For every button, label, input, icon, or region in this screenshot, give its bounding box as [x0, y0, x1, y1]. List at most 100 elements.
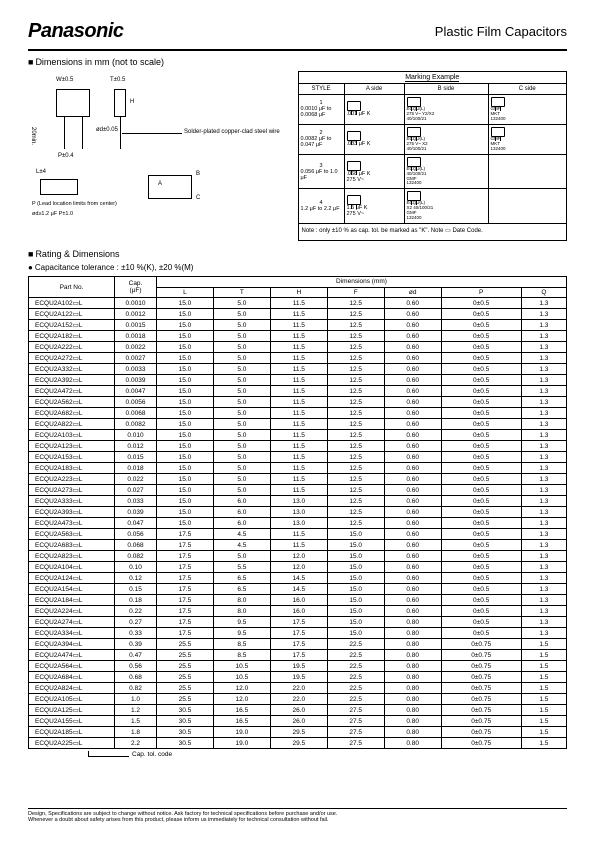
cell: ECQU2A225▭L [29, 738, 115, 749]
cell: 0.60 [384, 298, 441, 309]
mark-b-side: ECQU(L)275 V~ Y2/X240/100/21 [405, 95, 489, 125]
cell: 0±0.5 [441, 353, 521, 364]
cell: 0.0015 [115, 320, 157, 331]
mark-b-side: ECQU(L)X2 40/100/21GMF132400 [405, 189, 489, 224]
cell: 12.5 [327, 331, 384, 342]
side-a: A [158, 181, 162, 187]
cell: ECQU2A682▭L [29, 408, 115, 419]
cell: 0.60 [384, 430, 441, 441]
cell: 22.5 [327, 694, 384, 705]
table-row: ECQU2A122▭L0.001215.05.011.512.50.600±0.… [29, 309, 567, 320]
cell: 16.0 [270, 595, 327, 606]
cell: 0.80 [384, 639, 441, 650]
cell: 1.3 [521, 441, 566, 452]
cell: 11.5 [270, 474, 327, 485]
dim-od: ød±0.05 [96, 127, 118, 133]
logo: Panasonic [28, 20, 124, 43]
th-cap: Cap. (μF) [115, 277, 157, 298]
cell: 17.5 [270, 617, 327, 628]
cell: 17.5 [157, 529, 214, 540]
cell: 0.80 [384, 705, 441, 716]
table-row: ECQU2A333▭L0.03315.06.013.012.50.600±0.5… [29, 496, 567, 507]
table-row: ECQU2A123▭L0.01215.05.011.512.50.600±0.5… [29, 441, 567, 452]
mark-a-side: .001 μF K [345, 95, 405, 125]
cell: 0±0.5 [441, 617, 521, 628]
cell: 1.5 [521, 694, 566, 705]
dimension-diagrams: W±0.5 20min. P±0.4 T±0.5 H ød±0.05 Solde… [28, 71, 288, 241]
cell: 25.5 [157, 650, 214, 661]
dim-20min: 20min. [30, 127, 36, 145]
cell: 0±0.75 [441, 661, 521, 672]
cell: 0.82 [115, 683, 157, 694]
cell: 12.5 [327, 463, 384, 474]
cell: 15.0 [157, 364, 214, 375]
cell: 0.80 [384, 650, 441, 661]
cell: 12.5 [327, 353, 384, 364]
cell: 0.60 [384, 474, 441, 485]
cell: 22.5 [327, 672, 384, 683]
cell: 1.2 [115, 705, 157, 716]
table-row: ECQU2A332▭L0.003315.05.011.512.50.600±0.… [29, 364, 567, 375]
cell: 15.0 [327, 540, 384, 551]
cell: 2.2 [115, 738, 157, 749]
cell: 1.3 [521, 628, 566, 639]
cell: 11.5 [270, 386, 327, 397]
cell: 0±0.5 [441, 562, 521, 573]
cell: 12.5 [327, 386, 384, 397]
cell: 0.60 [384, 364, 441, 375]
cell: ECQU2A564▭L [29, 661, 115, 672]
cell: 5.0 [213, 463, 270, 474]
cell: 8.0 [213, 595, 270, 606]
cell: 1.3 [521, 562, 566, 573]
cell: 1.5 [521, 727, 566, 738]
cell: ECQU2A223▭L [29, 474, 115, 485]
cell: 0.60 [384, 397, 441, 408]
table-row: ECQU2A562▭L0.005615.05.011.512.50.600±0.… [29, 397, 567, 408]
table-row: ECQU2A155▭L1.530.516.526.027.50.800±0.75… [29, 716, 567, 727]
cell: 1.8 [115, 727, 157, 738]
cell: ECQU2A563▭L [29, 529, 115, 540]
table-row: ECQU2A225▭L2.230.519.029.527.50.800±0.75… [29, 738, 567, 749]
cell: 12.5 [327, 430, 384, 441]
cell: 5.0 [213, 309, 270, 320]
cell: 4.5 [213, 529, 270, 540]
cell: 0±0.5 [441, 375, 521, 386]
cell: 5.0 [213, 353, 270, 364]
cell: 30.5 [157, 705, 214, 716]
dim-t: T±0.5 [110, 77, 125, 83]
cell: 15.0 [327, 584, 384, 595]
cell: 0.0056 [115, 397, 157, 408]
cell: 0.033 [115, 496, 157, 507]
cell: 22.5 [327, 639, 384, 650]
cell: 5.0 [213, 331, 270, 342]
cell: 0±0.5 [441, 342, 521, 353]
cell: 11.5 [270, 408, 327, 419]
table-row: ECQU2A473▭L0.04715.06.013.012.50.600±0.5… [29, 518, 567, 529]
cell: 12.5 [327, 496, 384, 507]
cell: 15.0 [157, 485, 214, 496]
cell: 15.0 [157, 353, 214, 364]
cell: 17.5 [157, 562, 214, 573]
table-row: ECQU2A183▭L0.01815.05.011.512.50.600±0.5… [29, 463, 567, 474]
cell: 16.0 [270, 606, 327, 617]
dim-p: P±0.4 [58, 153, 74, 159]
cell: 11.5 [270, 419, 327, 430]
cell: 12.5 [327, 342, 384, 353]
cell: 0.60 [384, 353, 441, 364]
table-row: ECQU2A125▭L1.230.516.526.027.50.800±0.75… [29, 705, 567, 716]
mark-a-side: .033 μF K [345, 125, 405, 155]
cell: 6.0 [213, 496, 270, 507]
cell: 5.0 [213, 298, 270, 309]
mark-header: A side [345, 84, 405, 95]
cell: 15.0 [327, 606, 384, 617]
cell: 27.5 [327, 705, 384, 716]
cell: 0±0.5 [441, 441, 521, 452]
cell: 0±0.5 [441, 309, 521, 320]
cell: 0.056 [115, 529, 157, 540]
table-row: ECQU2A823▭L0.08217.55.012.015.00.600±0.5… [29, 551, 567, 562]
cell: 12.5 [327, 474, 384, 485]
cell: 0.80 [384, 694, 441, 705]
table-row: ECQU2A392▭L0.003915.05.011.512.50.600±0.… [29, 375, 567, 386]
cell: 5.0 [213, 364, 270, 375]
top-area: W±0.5 20min. P±0.4 T±0.5 H ød±0.05 Solde… [28, 71, 567, 241]
